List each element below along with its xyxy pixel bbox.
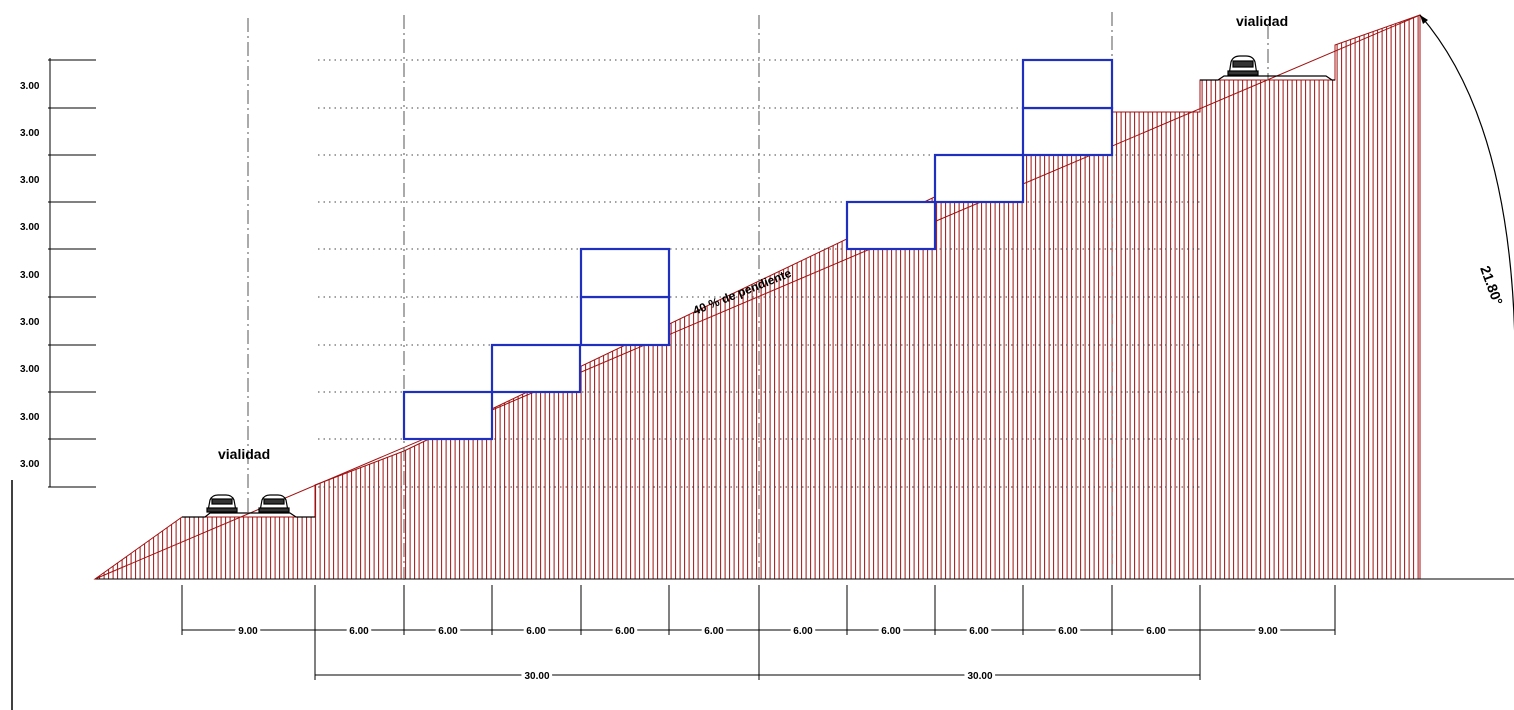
building-volume	[1021, 106, 1114, 157]
angle-label: 21.80°	[1477, 264, 1506, 308]
building-volume	[490, 343, 582, 394]
road-right	[1200, 75, 1335, 81]
span-label: 30.00	[524, 671, 549, 682]
level-label: 3.00	[20, 270, 40, 281]
angle-arrow-icon	[1420, 15, 1428, 24]
segment-label: 6.00	[615, 626, 635, 637]
segment-label: 6.00	[1146, 626, 1166, 637]
road-left	[182, 512, 315, 518]
level-label: 3.00	[20, 364, 40, 375]
segment-label: 6.00	[704, 626, 724, 637]
horizontal-dimension-labels: 9.00 6.00 6.00 6.00 6.00 6.00 6.00 6.00 …	[235, 623, 1281, 685]
building-volume	[579, 295, 671, 347]
level-label: 3.00	[20, 459, 40, 470]
segment-label: 6.00	[526, 626, 546, 637]
vertical-dimension	[48, 58, 96, 488]
segment-label: 6.00	[881, 626, 901, 637]
level-label: 3.00	[20, 128, 40, 139]
segment-label: 9.00	[238, 626, 258, 637]
segment-label: 6.00	[349, 626, 369, 637]
building-volume	[402, 390, 494, 441]
angle-arc	[1419, 14, 1514, 333]
segment-label: 6.00	[1058, 626, 1078, 637]
level-label: 3.00	[20, 175, 40, 186]
level-label: 3.00	[20, 81, 40, 92]
car-icon	[206, 494, 238, 513]
level-label: 3.00	[20, 222, 40, 233]
building-volume	[845, 200, 937, 251]
building-volume	[579, 247, 671, 299]
road-label-left: vialidad	[218, 446, 270, 462]
car-icon	[1227, 55, 1259, 76]
level-label: 3.00	[20, 412, 40, 423]
horizontal-dimension	[181, 585, 1336, 680]
building-right	[845, 58, 1114, 251]
segment-label: 6.00	[438, 626, 458, 637]
building-volume	[933, 153, 1025, 204]
axis-lines	[247, 12, 1269, 580]
span-label: 30.00	[967, 671, 992, 682]
segment-label: 6.00	[793, 626, 813, 637]
building-volume	[1021, 58, 1114, 110]
vertical-dimension-labels: 3.00 3.00 3.00 3.00 3.00 3.00 3.00 3.00 …	[20, 81, 40, 470]
segment-label: 6.00	[969, 626, 989, 637]
segment-label: 9.00	[1258, 626, 1278, 637]
level-label: 3.00	[20, 317, 40, 328]
terrain-slope-line	[94, 14, 1421, 580]
car-icon	[258, 494, 290, 513]
road-label-right: vialidad	[1236, 13, 1288, 29]
building-left	[402, 247, 671, 441]
